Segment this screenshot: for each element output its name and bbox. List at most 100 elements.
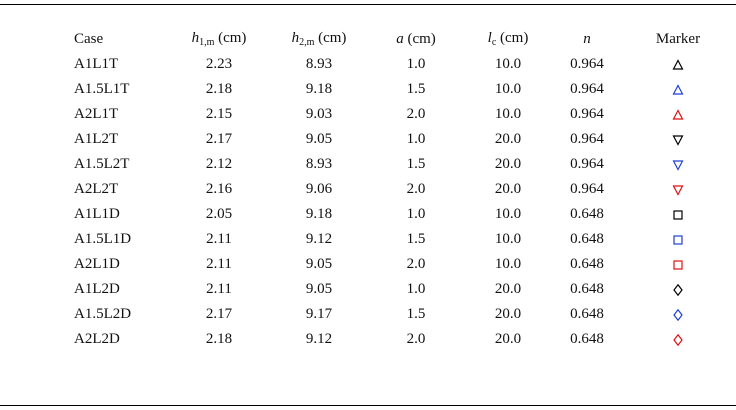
cell-a: 1.5: [406, 231, 426, 247]
cell-lc: 10.0: [494, 256, 522, 272]
cell-marker: [620, 327, 736, 352]
cell-h2: 9.12: [305, 231, 333, 247]
header-lc: lc (cm): [462, 26, 554, 52]
cell-h1: 2.16: [205, 181, 233, 197]
cell-n: 0.648: [570, 281, 604, 297]
diamond-black-icon: [673, 283, 683, 296]
cell-marker: [620, 252, 736, 277]
table-row: A1.5L1D 2.11 9.12 1.5 10.0 0.648: [0, 227, 736, 252]
cell-marker: [620, 202, 736, 227]
cell-h2: 9.05: [305, 281, 333, 297]
cell-n: 0.964: [570, 106, 604, 122]
cell-h2: 8.93: [305, 56, 333, 72]
cell-h1: 2.23: [205, 56, 233, 72]
table-row: A1L2T 2.17 9.05 1.0 20.0 0.964: [0, 127, 736, 152]
cell-lc: 10.0: [494, 81, 522, 97]
cell-case: A1.5L2D: [74, 306, 132, 322]
header-a-symbol: a: [396, 30, 404, 47]
cell-case: A1.5L2T: [74, 156, 130, 172]
triangle-up-red-icon: [672, 108, 684, 120]
cell-h2: 9.17: [305, 306, 333, 322]
cell-lc: 20.0: [494, 281, 522, 297]
cell-case: A2L2D: [74, 331, 120, 347]
cell-marker: [620, 302, 736, 327]
cell-h1: 2.11: [206, 256, 232, 272]
table-row: A1.5L2T 2.12 8.93 1.5 20.0 0.964: [0, 152, 736, 177]
cell-n: 0.648: [570, 256, 604, 272]
table-body: A1L1T 2.23 8.93 1.0 10.0 0.964 A1.5L1T 2.18 9.18…: [0, 52, 736, 352]
cell-a: 1.5: [406, 306, 426, 322]
header-h2-unit: (cm): [314, 30, 347, 46]
header-h2-subscript: 2,m: [299, 37, 315, 48]
square-red-icon: [673, 259, 683, 270]
table-row: A1L1D 2.05 9.18 1.0 10.0 0.648: [0, 202, 736, 227]
cell-case: A2L1T: [74, 106, 119, 122]
header-a-unit: (cm): [403, 30, 436, 47]
header-marker: Marker: [655, 30, 701, 47]
header-n: n: [554, 26, 620, 52]
triangle-down-red-icon: [672, 184, 684, 196]
cell-a: 1.0: [406, 281, 426, 297]
cell-n: 0.648: [570, 206, 604, 222]
top-rule: [0, 4, 736, 5]
diamond-red-icon: [673, 333, 683, 346]
cell-lc: 20.0: [494, 156, 522, 172]
cell-n: 0.648: [570, 331, 604, 347]
cell-h1: 2.15: [205, 106, 233, 122]
table-row: A2L2T 2.16 9.06 2.0 20.0 0.964: [0, 177, 736, 202]
header-a: a (cm): [370, 26, 462, 52]
cell-h1: 2.18: [205, 331, 233, 347]
cell-h2: 9.05: [305, 256, 333, 272]
header-h2: h2,m (cm): [268, 26, 370, 52]
cell-n: 0.964: [570, 156, 604, 172]
table-row: A2L2D 2.18 9.12 2.0 20.0 0.648: [0, 327, 736, 352]
triangle-up-blue-icon: [672, 83, 684, 95]
cell-a: 1.0: [406, 206, 426, 222]
header-h1-subscript: 1,m: [199, 37, 215, 48]
cell-marker: [620, 227, 736, 252]
cell-h2: 9.12: [305, 331, 333, 347]
cell-h1: 2.05: [205, 206, 233, 222]
cell-lc: 20.0: [494, 306, 522, 322]
cell-h2: 9.06: [305, 181, 333, 197]
triangle-down-blue-icon: [672, 159, 684, 171]
header-h1: h1,m (cm): [170, 26, 268, 52]
cell-lc: 10.0: [494, 56, 522, 72]
cell-h1: 2.11: [206, 281, 232, 297]
cell-h2: 9.18: [305, 206, 333, 222]
cell-h2: 9.18: [305, 81, 333, 97]
cell-marker: [620, 102, 736, 127]
triangle-down-black-icon: [672, 134, 684, 146]
table-row: A1L2D 2.11 9.05 1.0 20.0 0.648: [0, 277, 736, 302]
cell-case: A1L1T: [74, 56, 119, 72]
cell-a: 1.5: [406, 81, 426, 97]
cell-n: 0.964: [570, 131, 604, 147]
cell-h2: 9.03: [305, 106, 333, 122]
cell-lc: 20.0: [494, 131, 522, 147]
cell-case: A1.5L1T: [74, 81, 130, 97]
header-row: Case h1,m (cm) h2,m (cm) a (cm) lc (cm) …: [0, 26, 736, 52]
cell-lc: 10.0: [494, 231, 522, 247]
cell-n: 0.964: [570, 81, 604, 97]
header-h1-symbol: h: [191, 30, 200, 46]
cell-h1: 2.11: [206, 231, 232, 247]
cell-a: 2.0: [406, 106, 426, 122]
cell-h1: 2.17: [205, 306, 233, 322]
header-h1-unit: (cm): [214, 30, 247, 46]
cell-n: 0.964: [570, 181, 604, 197]
header-lc-unit: (cm): [496, 30, 529, 46]
cell-marker: [620, 152, 736, 177]
cell-h2: 8.93: [305, 156, 333, 172]
table-row: A2L1T 2.15 9.03 2.0 10.0 0.964: [0, 102, 736, 127]
cell-a: 2.0: [406, 331, 426, 347]
cell-h2: 9.05: [305, 131, 333, 147]
cell-lc: 10.0: [494, 106, 522, 122]
cell-case: A2L2T: [74, 181, 119, 197]
cell-marker: [620, 277, 736, 302]
bottom-rule: [0, 405, 736, 406]
cell-marker: [620, 127, 736, 152]
header-lc-symbol: l: [487, 30, 492, 46]
table-row: A2L1D 2.11 9.05 2.0 10.0 0.648: [0, 252, 736, 277]
parameters-table: Case h1,m (cm) h2,m (cm) a (cm) lc (cm) …: [0, 26, 736, 352]
table-row: A1L1T 2.23 8.93 1.0 10.0 0.964: [0, 52, 736, 77]
